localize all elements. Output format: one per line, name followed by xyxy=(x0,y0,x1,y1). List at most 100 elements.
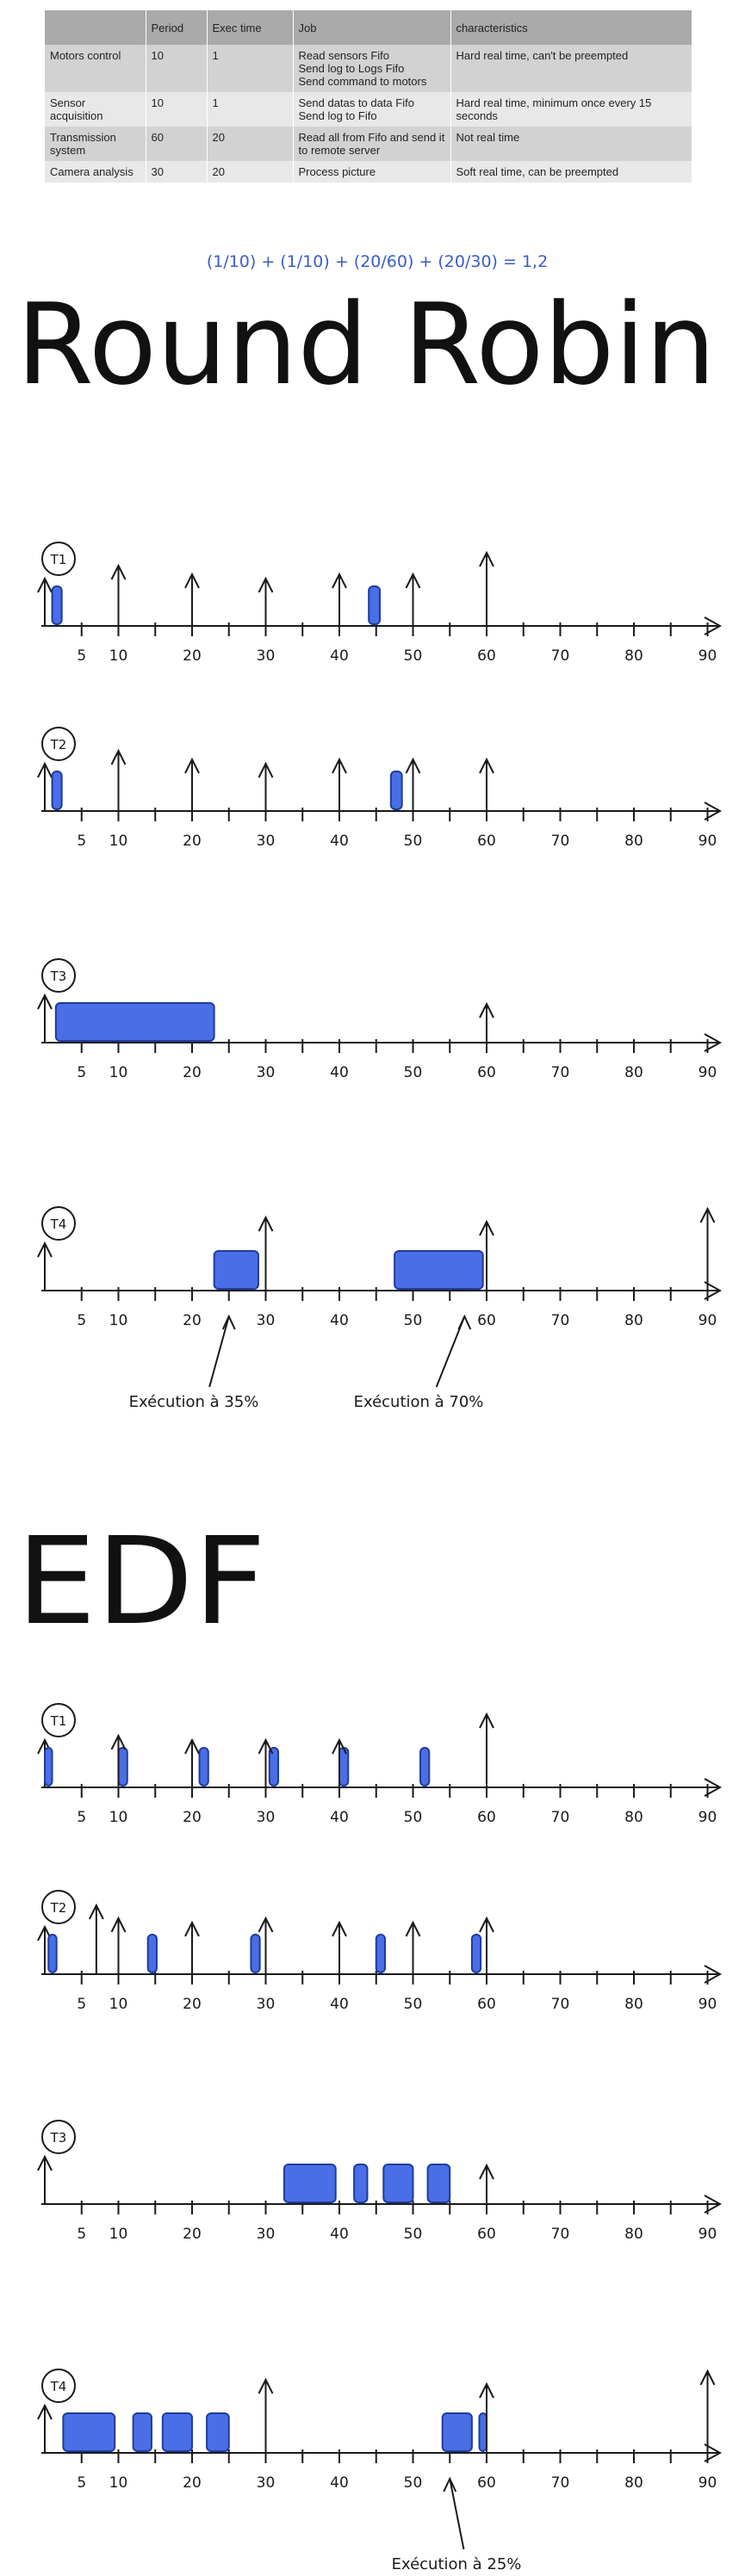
deadline-arrow-head xyxy=(332,1920,347,1937)
tick-label: 10 xyxy=(109,1809,128,1826)
execution-block xyxy=(353,2164,369,2203)
execution-block xyxy=(368,585,382,625)
deadline-arrow-head xyxy=(184,572,200,589)
cell: Hard real time, minimum once every 15 se… xyxy=(450,92,692,127)
execution-block xyxy=(54,1002,215,1042)
tick-label: 50 xyxy=(404,1996,423,2013)
header-cell xyxy=(45,10,146,45)
tick-label: 5 xyxy=(77,2226,86,2243)
cell: Motors control xyxy=(45,45,146,92)
tick-label: 70 xyxy=(551,833,570,850)
tick-label: 90 xyxy=(698,2474,717,2492)
table-row: Camera analysis 30 20 Process picture Soft r… xyxy=(45,161,692,183)
task-label: T2 xyxy=(50,737,67,752)
execution-block xyxy=(382,2164,414,2203)
task-label: T2 xyxy=(50,1900,67,1916)
tick-label: 40 xyxy=(330,1996,349,2013)
tick-label: 5 xyxy=(77,1809,86,1826)
tick-label: 50 xyxy=(404,647,423,665)
table-row: Transmission system 60 20 Read all from Fif… xyxy=(45,127,692,161)
tick-label: 40 xyxy=(330,1312,349,1329)
deadline-arrow-head xyxy=(699,1206,716,1223)
tick-label: 20 xyxy=(183,1312,202,1329)
tick-label: 10 xyxy=(109,1064,128,1081)
tick-label: 80 xyxy=(624,833,643,850)
execution-block xyxy=(146,1934,158,1973)
axis-arrowhead xyxy=(704,1778,723,1797)
tick-label: 70 xyxy=(551,2226,570,2243)
table-row: Sensor acquisition 10 1 Send datas to data … xyxy=(45,92,692,127)
execution-block xyxy=(470,1934,482,1973)
tick-label: 90 xyxy=(698,833,717,850)
tick-label: 10 xyxy=(109,647,128,665)
tick-label: 50 xyxy=(404,1809,423,1826)
execution-block xyxy=(213,1250,259,1290)
deadline-arrow-head xyxy=(258,576,274,593)
schedule-table: Period Exec time Job characteristics Mot… xyxy=(45,10,692,183)
tick-label: 60 xyxy=(477,2226,496,2243)
execution-block xyxy=(419,1747,431,1786)
cell: 60 xyxy=(145,127,207,161)
deadline-arrow-head xyxy=(405,1920,421,1937)
execution-block xyxy=(198,1747,209,1786)
deadline-arrow-head xyxy=(479,1001,494,1019)
axis-arrowhead xyxy=(704,1965,723,1984)
cell: Transmission system xyxy=(45,127,146,161)
task-arrow-head xyxy=(37,993,53,1010)
tick-label: 20 xyxy=(183,2226,202,2243)
tick-label: 40 xyxy=(330,2474,349,2492)
execution-block xyxy=(51,585,63,625)
tick-label: 90 xyxy=(698,1312,717,1329)
execution-block xyxy=(132,2412,152,2452)
job-line: Process picture xyxy=(298,165,376,178)
tick-label: 40 xyxy=(330,833,349,850)
deadline-arrow-head xyxy=(184,1737,200,1755)
deadline-arrow-head xyxy=(479,2381,494,2399)
task-bubble xyxy=(41,542,76,576)
annotation-arrow xyxy=(208,1316,230,1388)
cell: Not real time xyxy=(450,127,692,161)
tick-label: 60 xyxy=(477,647,496,665)
deadline-arrow-head xyxy=(332,757,347,774)
deadline-arrow-head xyxy=(258,1737,274,1755)
tick-label: 30 xyxy=(257,2474,276,2492)
tick-label: 10 xyxy=(109,1996,128,2013)
deadline-arrow-head xyxy=(405,572,421,589)
execution-block xyxy=(282,2164,337,2203)
task-bubble xyxy=(41,1703,76,1737)
tick-label: 20 xyxy=(183,647,202,665)
tick-label: 80 xyxy=(624,2226,643,2243)
tick-label: 10 xyxy=(109,2474,128,2492)
cell: 30 xyxy=(145,161,207,183)
deadline-arrow-head xyxy=(332,572,347,589)
job-line: Send command to motors xyxy=(298,75,427,88)
tick-label: 5 xyxy=(77,647,86,665)
task-bubble xyxy=(41,1206,76,1241)
execution-block xyxy=(426,2164,451,2203)
tick-label: 60 xyxy=(477,1809,496,1826)
execution-block xyxy=(394,1250,484,1290)
execution-block xyxy=(375,1934,387,1973)
cell: Process picture xyxy=(292,161,450,183)
tick-label: 10 xyxy=(109,833,128,850)
tick-label: 30 xyxy=(257,2226,276,2243)
tick-label: 80 xyxy=(624,647,643,665)
tick-label: 30 xyxy=(257,1312,276,1329)
execution-block xyxy=(441,2412,473,2452)
header-cell: Period xyxy=(145,10,207,45)
task-arrow-head xyxy=(37,2154,53,2171)
tick-label: 90 xyxy=(698,1809,717,1826)
tick-label: 40 xyxy=(330,1064,349,1081)
annotation-arrow-head xyxy=(457,1314,472,1330)
tick-label: 60 xyxy=(477,1064,496,1081)
execution-block xyxy=(62,2412,116,2452)
tick-label: 10 xyxy=(109,2226,128,2243)
tick-label: 90 xyxy=(698,2226,717,2243)
tick-label: 30 xyxy=(257,1064,276,1081)
deadline-arrow-head xyxy=(110,1733,127,1750)
cell: Send datas to data Fifo Send log to Fifo xyxy=(292,92,450,127)
cell: Hard real time, can't be preempted xyxy=(450,45,692,92)
axis-arrowhead xyxy=(704,616,723,635)
execution-block xyxy=(250,1934,261,1973)
cell: Read sensors Fifo Send log to Logs Fifo Se… xyxy=(292,45,450,92)
